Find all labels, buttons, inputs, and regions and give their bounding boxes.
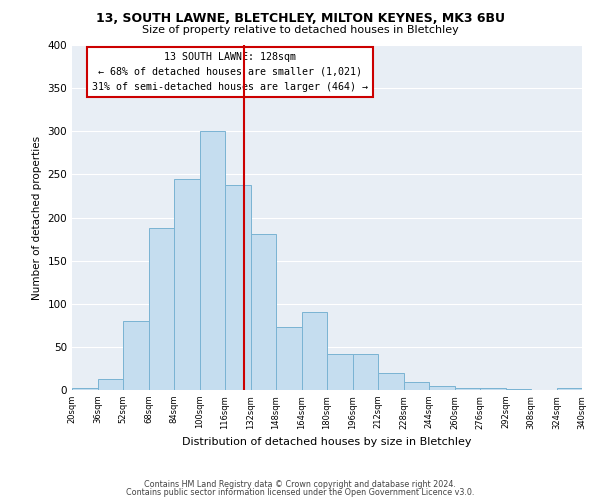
Text: 13 SOUTH LAWNE: 128sqm
← 68% of detached houses are smaller (1,021)
31% of semi-: 13 SOUTH LAWNE: 128sqm ← 68% of detached… (92, 52, 368, 92)
Bar (72, 388, 97, 390)
Bar (327, 354, 353, 390)
Bar (404, 382, 429, 390)
Bar (378, 373, 404, 390)
Bar (123, 321, 149, 390)
Bar (557, 388, 582, 390)
Bar (455, 388, 480, 390)
Text: Size of property relative to detached houses in Bletchley: Size of property relative to detached ho… (142, 25, 458, 35)
Y-axis label: Number of detached properties: Number of detached properties (32, 136, 42, 300)
Bar (199, 131, 225, 390)
Bar (251, 234, 276, 390)
Bar (353, 354, 378, 390)
Bar (276, 327, 302, 390)
X-axis label: Distribution of detached houses by size in Bletchley: Distribution of detached houses by size … (182, 437, 472, 447)
Text: 13, SOUTH LAWNE, BLETCHLEY, MILTON KEYNES, MK3 6BU: 13, SOUTH LAWNE, BLETCHLEY, MILTON KEYNE… (95, 12, 505, 26)
Bar (225, 184, 251, 390)
Bar (174, 178, 199, 390)
Bar (97, 379, 123, 390)
Bar (149, 228, 174, 390)
Text: Contains public sector information licensed under the Open Government Licence v3: Contains public sector information licen… (126, 488, 474, 497)
Bar (302, 312, 327, 390)
Text: Contains HM Land Registry data © Crown copyright and database right 2024.: Contains HM Land Registry data © Crown c… (144, 480, 456, 489)
Bar (429, 386, 455, 390)
Bar (505, 389, 531, 390)
Bar (480, 388, 505, 390)
